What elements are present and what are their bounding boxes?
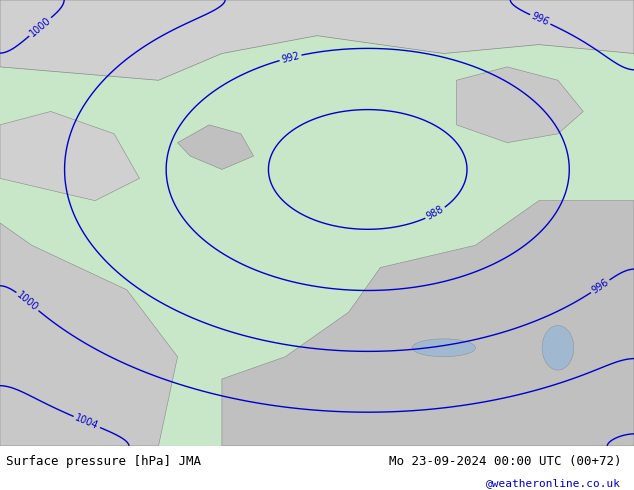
- Text: 1000: 1000: [15, 290, 40, 313]
- Text: 996: 996: [590, 277, 611, 295]
- Polygon shape: [222, 201, 634, 446]
- Polygon shape: [0, 112, 139, 201]
- Text: 988: 988: [425, 204, 446, 222]
- Text: 996: 996: [530, 11, 551, 28]
- Ellipse shape: [542, 325, 574, 370]
- Text: Mo 23-09-2024 00:00 UTC (00+72): Mo 23-09-2024 00:00 UTC (00+72): [389, 455, 621, 468]
- Polygon shape: [0, 0, 634, 80]
- Polygon shape: [456, 67, 583, 143]
- Text: 1000: 1000: [27, 15, 53, 39]
- Polygon shape: [0, 223, 178, 446]
- Text: 992: 992: [280, 50, 301, 65]
- Ellipse shape: [412, 339, 476, 357]
- Text: Surface pressure [hPa] JMA: Surface pressure [hPa] JMA: [6, 455, 202, 468]
- Text: 1004: 1004: [74, 413, 100, 431]
- Polygon shape: [178, 125, 254, 170]
- Text: @weatheronline.co.uk: @weatheronline.co.uk: [486, 478, 621, 489]
